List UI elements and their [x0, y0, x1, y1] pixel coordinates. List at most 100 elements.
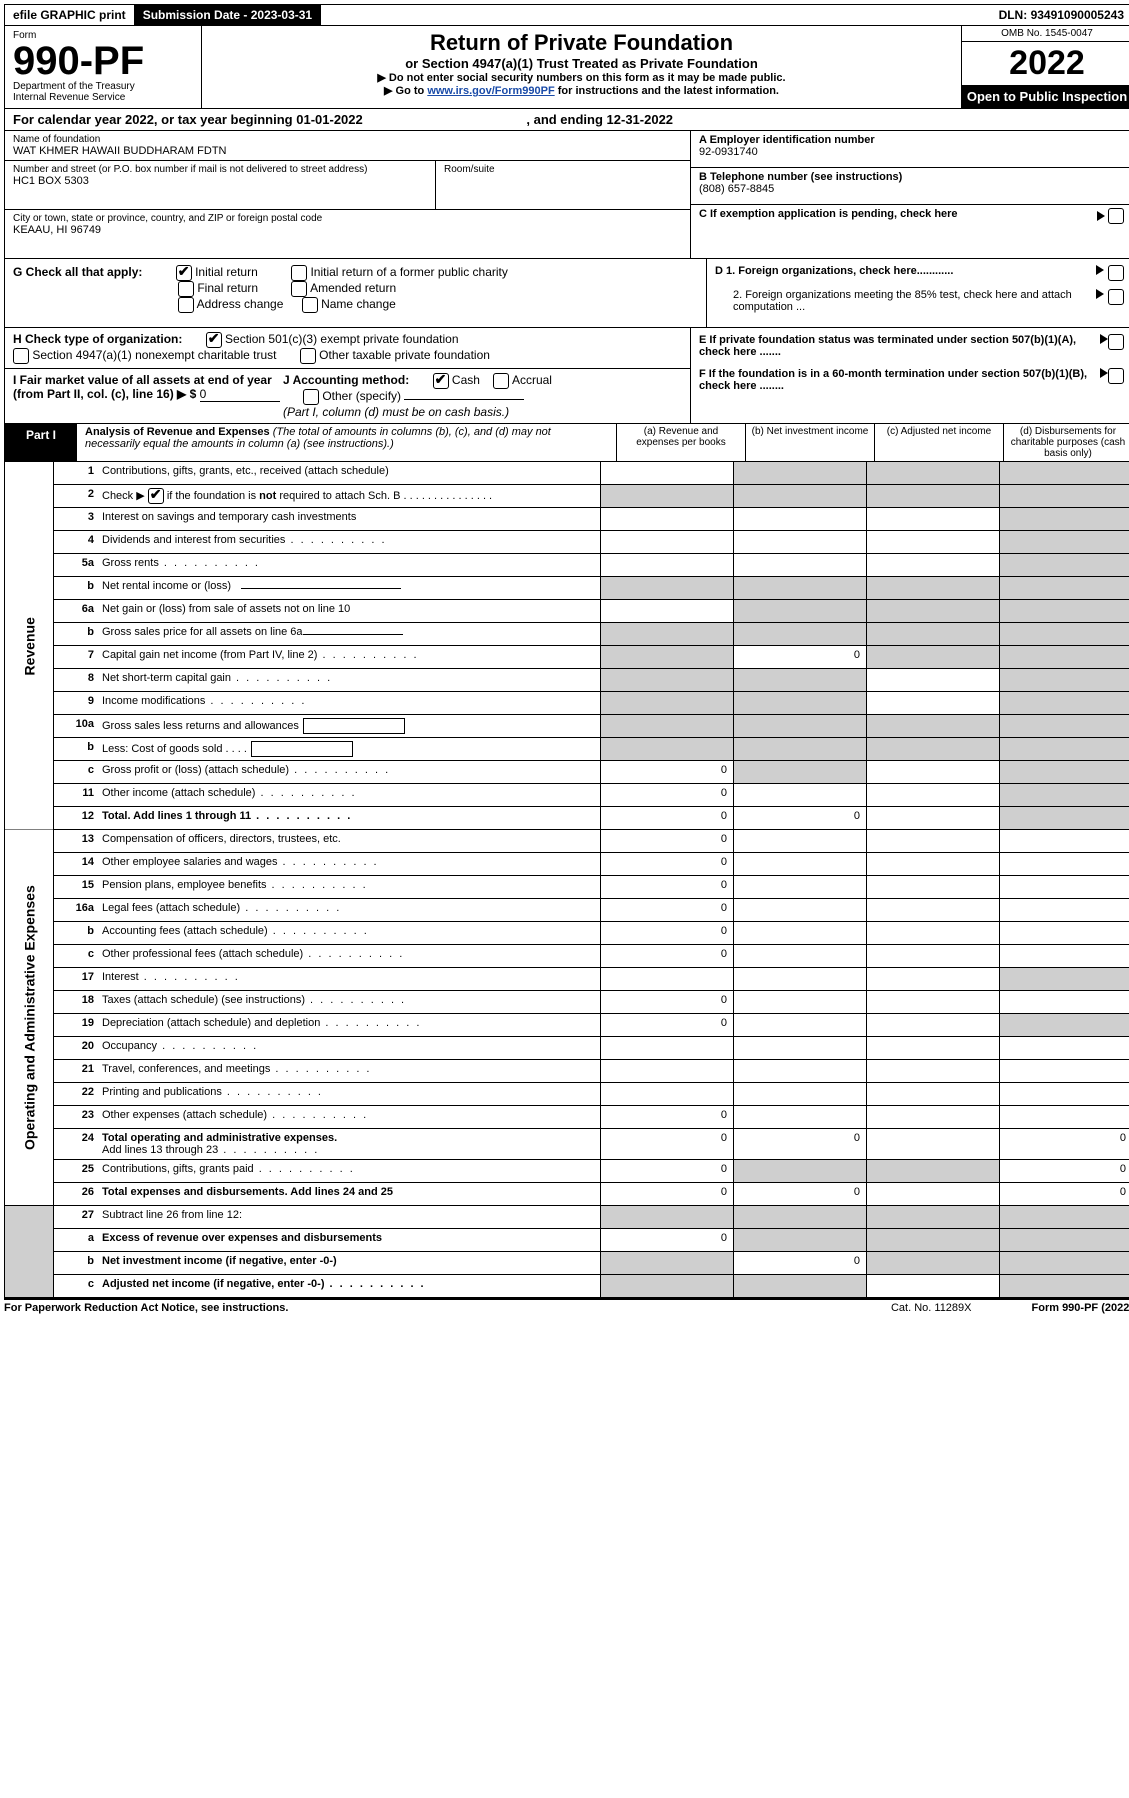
j-other-checkbox[interactable] — [303, 389, 319, 405]
instr2-pre: ▶ Go to — [384, 85, 427, 97]
line-20-text: Occupancy — [98, 1037, 600, 1059]
dln-label: DLN: — [999, 8, 1031, 22]
form-number: 990-PF — [13, 41, 193, 81]
initial-former-checkbox[interactable] — [291, 265, 307, 281]
line-13: 13Compensation of officers, directors, t… — [54, 830, 1129, 853]
line-19: 19Depreciation (attach schedule) and dep… — [54, 1014, 1129, 1037]
line-18-text: Taxes (attach schedule) (see instruction… — [98, 991, 600, 1013]
tel-label: B Telephone number (see instructions) — [699, 171, 1124, 183]
l25-col-d: 0 — [999, 1160, 1129, 1182]
line-27-block: 27Subtract line 26 from line 12: aExcess… — [54, 1206, 1129, 1298]
h-4947-checkbox[interactable] — [13, 348, 29, 364]
l16b-col-a: 0 — [600, 922, 733, 944]
initial-return-checkbox[interactable] — [176, 265, 192, 281]
ein-value: 92-0931740 — [699, 146, 1124, 158]
line-15-text: Pension plans, employee benefits — [98, 876, 600, 898]
tel-value: (808) 657-8845 — [699, 183, 1124, 195]
d-section: D 1. Foreign organizations, check here..… — [707, 259, 1129, 327]
city-state-zip: KEAAU, HI 96749 — [13, 224, 682, 236]
col-c-header: (c) Adjusted net income — [874, 424, 1003, 461]
d1-checkbox[interactable] — [1108, 265, 1124, 281]
l6b-label: Gross sales price for all assets on line… — [102, 626, 303, 638]
line-16a: 16aLegal fees (attach schedule)0 — [54, 899, 1129, 922]
j-other-label: Other (specify) — [322, 389, 401, 403]
j-accrual-checkbox[interactable] — [493, 373, 509, 389]
h-501c3-checkbox[interactable] — [206, 332, 222, 348]
address-change-checkbox[interactable] — [178, 297, 194, 313]
l5b-label: Net rental income or (loss) — [102, 580, 231, 592]
final-return-checkbox[interactable] — [178, 281, 194, 297]
h-row: H Check type of organization: Section 50… — [5, 328, 690, 369]
line-12-text: Total. Add lines 1 through 11 — [98, 807, 600, 829]
f-checkbox[interactable] — [1108, 368, 1124, 384]
line-14: 14Other employee salaries and wages0 — [54, 853, 1129, 876]
j-cash-checkbox[interactable] — [433, 373, 449, 389]
h-opt3-label: Other taxable private foundation — [319, 348, 490, 362]
line-22: 22Printing and publications — [54, 1083, 1129, 1106]
line-9-text: Income modifications — [98, 692, 600, 714]
part1-desc: Analysis of Revenue and Expenses (The to… — [77, 424, 616, 461]
city-cell: City or town, state or province, country… — [5, 210, 690, 258]
l12-col-b: 0 — [733, 807, 866, 829]
part1-table: Revenue 1Contributions, gifts, grants, e… — [4, 462, 1129, 1298]
line-27c-text: Adjusted net income (if negative, enter … — [98, 1275, 600, 1297]
instr-line-1: ▶ Do not enter social security numbers o… — [210, 71, 953, 84]
l24-sub: Add lines 13 through 23 — [102, 1144, 319, 1156]
l27b-col-b: 0 — [733, 1252, 866, 1274]
c-checkbox[interactable] — [1108, 208, 1124, 224]
line-1-text: Contributions, gifts, grants, etc., rece… — [98, 462, 600, 484]
line-27a-text: Excess of revenue over expenses and disb… — [98, 1229, 600, 1251]
l10c-col-a: 0 — [600, 761, 733, 783]
foundation-name: WAT KHMER HAWAII BUDDHARAM FDTN — [13, 145, 682, 157]
l18-col-a: 0 — [600, 991, 733, 1013]
l2-pre: Check ▶ — [102, 490, 145, 502]
g-label: G Check all that apply: — [13, 265, 142, 279]
line-3: 3Interest on savings and temporary cash … — [54, 508, 1129, 531]
efile-label: efile GRAPHIC print — [5, 5, 135, 25]
line-12: 12Total. Add lines 1 through 1100 — [54, 807, 1129, 829]
l10a-label: Gross sales less returns and allowances — [102, 720, 299, 732]
l6b-value — [303, 634, 403, 635]
line-4-text: Dividends and interest from securities — [98, 531, 600, 553]
line-1: 1Contributions, gifts, grants, etc., rec… — [54, 462, 1129, 485]
d2-checkbox[interactable] — [1108, 289, 1124, 305]
line-5b: bNet rental income or (loss) — [54, 577, 1129, 600]
h-other-checkbox[interactable] — [300, 348, 316, 364]
line-13-text: Compensation of officers, directors, tru… — [98, 830, 600, 852]
line-9: 9Income modifications — [54, 692, 1129, 715]
e-checkbox[interactable] — [1108, 334, 1124, 350]
amended-return-label: Amended return — [310, 281, 396, 295]
l24-col-d: 0 — [999, 1129, 1129, 1159]
line-8: 8Net short-term capital gain — [54, 669, 1129, 692]
l27a-col-a: 0 — [600, 1229, 733, 1251]
part1-title: Analysis of Revenue and Expenses — [85, 426, 270, 438]
amended-return-checkbox[interactable] — [291, 281, 307, 297]
name-change-checkbox[interactable] — [302, 297, 318, 313]
line-10b: bLess: Cost of goods sold . . . . — [54, 738, 1129, 761]
line-10a-text: Gross sales less returns and allowances — [98, 715, 600, 737]
line-25: 25Contributions, gifts, grants paid00 — [54, 1160, 1129, 1183]
g-left: G Check all that apply: Initial return I… — [5, 259, 707, 327]
revenue-lines: 1Contributions, gifts, grants, etc., rec… — [54, 462, 1129, 830]
line-7-text: Capital gain net income (from Part IV, l… — [98, 646, 600, 668]
l15-col-a: 0 — [600, 876, 733, 898]
line-11: 11Other income (attach schedule)0 — [54, 784, 1129, 807]
city-label: City or town, state or province, country… — [13, 213, 682, 224]
line-6b: bGross sales price for all assets on lin… — [54, 623, 1129, 646]
form-title: Return of Private Foundation — [210, 30, 953, 56]
line-27: 27Subtract line 26 from line 12: — [54, 1206, 1129, 1229]
line-8-text: Net short-term capital gain — [98, 669, 600, 691]
sch-b-checkbox[interactable] — [148, 488, 164, 504]
tax-year: 2022 — [962, 42, 1129, 85]
arrow-icon — [1096, 265, 1104, 275]
l12-col-a: 0 — [600, 807, 733, 829]
line-2: 2Check ▶ if the foundation is not requir… — [54, 485, 1129, 508]
header-center: Return of Private Foundation or Section … — [202, 26, 961, 108]
line-4: 4Dividends and interest from securities — [54, 531, 1129, 554]
instructions-link[interactable]: www.irs.gov/Form990PF — [427, 85, 554, 97]
line-23-text: Other expenses (attach schedule) — [98, 1106, 600, 1128]
ij-row: I Fair market value of all assets at end… — [5, 369, 690, 423]
entity-left: Name of foundation WAT KHMER HAWAII BUDD… — [5, 131, 691, 258]
room-suite-label: Room/suite — [435, 161, 503, 209]
d1-label: D 1. Foreign organizations, check here..… — [715, 265, 953, 277]
